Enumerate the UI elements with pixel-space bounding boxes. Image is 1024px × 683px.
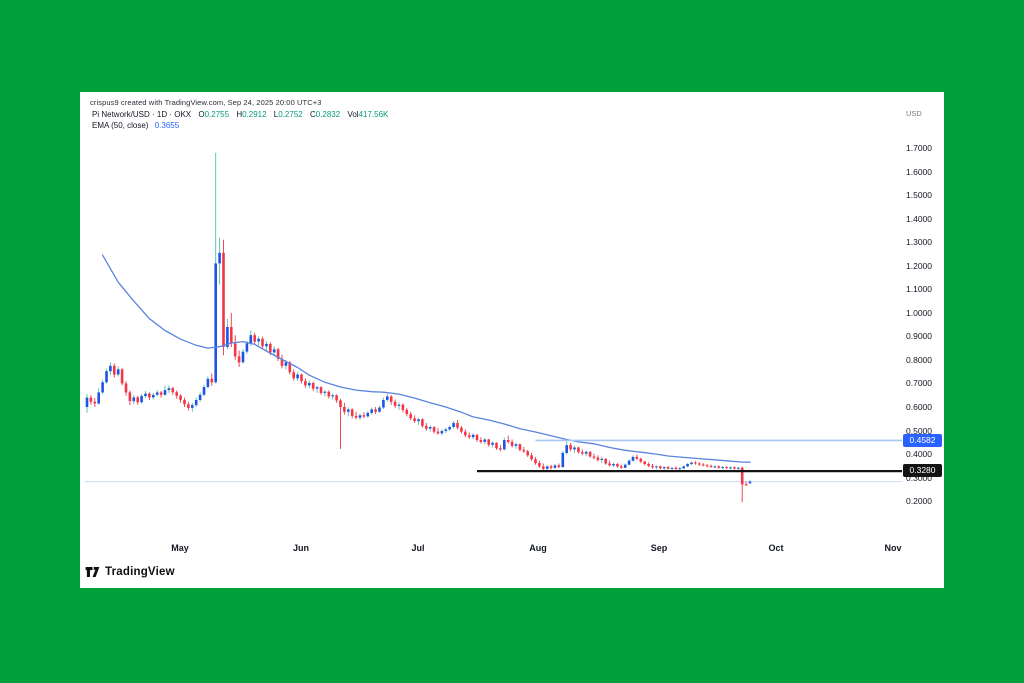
high-label: H [236, 110, 243, 119]
price-tick: 1.4000 [906, 213, 932, 224]
price-tick: 1.3000 [906, 237, 932, 248]
symbol-title[interactable]: Pi Network/USD · 1D · OKX [92, 110, 192, 119]
tradingview-logo[interactable]: TradingView [85, 564, 175, 580]
low-label: L [273, 110, 279, 119]
time-label: May [171, 543, 189, 553]
time-axis[interactable]: May Jun Jul Aug Sep Oct Nov [80, 540, 902, 556]
price-tick: 0.7000 [906, 378, 932, 389]
price-tick: 0.9000 [906, 331, 932, 342]
volume-value: 417.56K [358, 110, 389, 119]
price-tick: 1.0000 [906, 307, 932, 318]
time-label: Nov [884, 543, 902, 553]
attribution-text: crispus9 created with TradingView.com, S… [90, 98, 322, 107]
price-tick: 0.6000 [906, 402, 932, 413]
close-value: 0.2832 [315, 110, 341, 119]
price-tick: 1.6000 [906, 166, 932, 177]
time-label: Sep [650, 543, 668, 553]
ema-label[interactable]: EMA (50, close) [92, 121, 149, 130]
price-tick: 0.3000 [906, 472, 932, 483]
time-label: Jun [292, 543, 310, 553]
low-value: 0.2752 [278, 110, 303, 119]
high-value: 0.2912 [242, 110, 267, 119]
symbol-ohlc-row: Pi Network/USD · 1D · OKX O0.2755 H0.291… [92, 110, 388, 119]
currency-label: USD [906, 109, 922, 118]
open-label: O [198, 110, 205, 119]
price-tick: 1.1000 [906, 284, 932, 295]
brand-text: TradingView [105, 566, 175, 578]
price-tick: 1.7000 [906, 143, 932, 153]
time-label: Jul [411, 543, 425, 553]
price-tick: 0.5000 [906, 425, 932, 436]
price-tick: 1.5000 [906, 190, 932, 201]
indicator-legend-row: EMA (50, close) 0.3655 [92, 121, 179, 130]
time-label: Aug [529, 543, 547, 553]
price-tick: 1.2000 [906, 260, 932, 271]
ema-value: 0.3655 [154, 121, 180, 130]
volume-label: Vol [347, 110, 359, 119]
tradingview-logo-icon [85, 567, 100, 577]
resistance-price-badge: 0.4582 [903, 434, 942, 447]
price-tick: 0.2000 [906, 496, 932, 507]
price-tick: 0.8000 [906, 354, 932, 365]
price-tick: 0.4000 [906, 449, 932, 460]
time-label: Oct [768, 543, 784, 553]
support-price-badge: 0.3280 [903, 464, 942, 477]
close-label: C [309, 110, 316, 119]
open-value: 0.2755 [204, 110, 230, 119]
